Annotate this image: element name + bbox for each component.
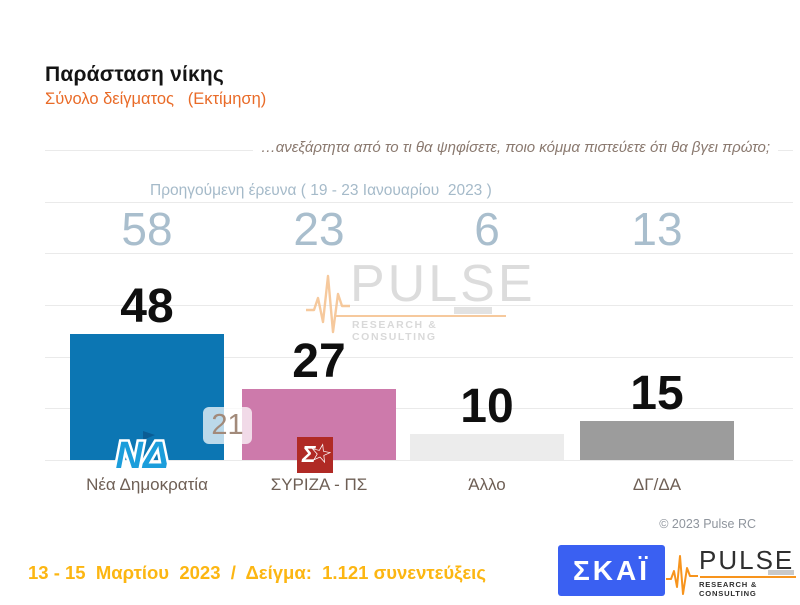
previous-value-syriza: 23 [293,203,345,255]
pulse-waveform-icon [666,555,698,595]
pulse-underline [336,315,506,317]
bar-allo [410,434,564,460]
page-title: Παράσταση νίκης [45,63,225,86]
syriza-sigma-letter: Σ [302,441,316,467]
gridline [45,408,793,409]
flag-icon [143,431,155,440]
pulse-underline [700,576,796,578]
gridline [45,202,793,203]
bar-value-allo: 10 [460,380,514,433]
gridline [45,460,793,461]
previous-value-allo: 6 [474,203,500,255]
category-label-syriza: ΣΥΡΙΖΑ - ΠΣ [270,475,368,494]
star-icon: ☆ [306,436,336,472]
gridline [45,305,793,306]
category-label-nd: Νέα Δημοκρατία [86,475,208,494]
copyright-note: © 2023 Pulse RC [659,517,756,531]
category-label-allo: Άλλο [468,475,506,494]
nd-logo-text: ΝΔ [116,435,169,476]
pulse-logo: PULSE RESEARCH & CONSULTING [666,542,798,602]
footer-sample-note: 13 - 15 Μαρτίου 2023 / Δείγμα: 1.121 συν… [28,562,486,583]
bar-value-syriza: 27 [292,335,346,388]
bar-nea-dimokratia [70,334,224,460]
gridline [45,253,793,254]
survey-question: …ανεξάρτητα από το τι θα ψηφίσετε, ποιο … [252,137,778,158]
small-gray-mark [768,570,794,575]
pulse-brand-watermark: PULSE [350,255,536,313]
bar-dg-da [580,421,734,460]
bar-value-nd: 48 [120,280,174,333]
pulse-brand-text: PULSE [699,545,795,575]
nd-party-logo: ΝΔ [113,431,171,476]
previous-value-dgda: 13 [631,203,683,255]
skai-logo: ΣΚΑΪ [558,545,665,596]
page-subtitle: Σύνολο δείγματος (Εκτίμηση) [45,90,267,108]
bar-value-dgda: 15 [630,367,684,420]
syriza-party-logo: Σ ☆ [297,436,336,473]
previous-survey-label: Προηγούμενη έρευνα ( 19 - 23 Ιανουαρίου … [150,182,492,199]
pulse-watermark: PULSE RESEARCH & CONSULTING [306,256,533,343]
lead-gap-badge: 21 [203,407,252,444]
skai-logo-text: ΣΚΑΪ [572,554,651,586]
pulse-tagline-watermark: RESEARCH & CONSULTING [352,319,438,343]
pulse-tagline-text: RESEARCH & CONSULTING [699,580,758,598]
small-gray-mark [454,307,492,314]
gridline [45,357,793,358]
previous-value-nd: 58 [121,203,173,255]
category-label-dgda: ΔΓ/ΔΑ [632,475,682,494]
pulse-waveform-icon [306,274,350,334]
